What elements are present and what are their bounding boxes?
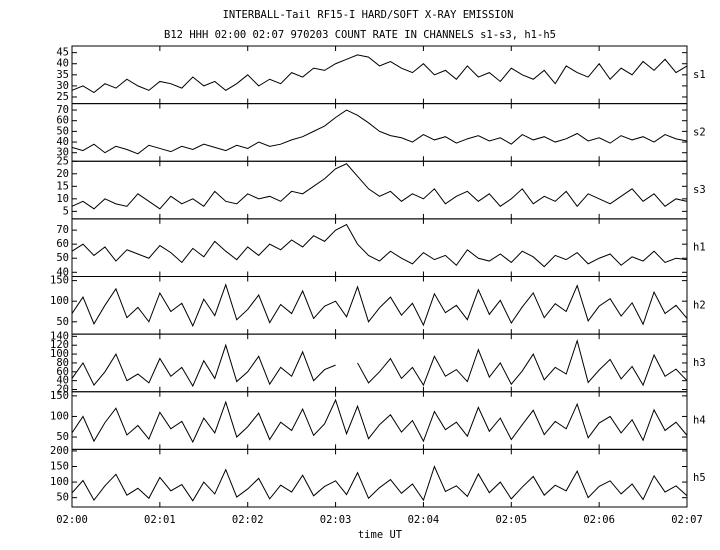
y-tick-label: 35 — [56, 69, 69, 81]
y-tick-label: 50 — [56, 431, 69, 443]
y-tick-label: 15 — [56, 180, 69, 192]
y-tick-label: 150 — [50, 390, 69, 402]
series-label: h1 — [693, 242, 706, 254]
y-tick-label: 150 — [50, 461, 69, 473]
y-tick-label: 70 — [56, 224, 69, 236]
y-tick-label: 10 — [56, 193, 69, 205]
y-tick-label: 20 — [56, 168, 69, 180]
y-tick-label: 40 — [56, 58, 69, 70]
y-tick-label: 150 — [50, 275, 69, 287]
series-line — [71, 465, 688, 502]
series-line — [71, 163, 688, 210]
series-label: s2 — [693, 126, 706, 138]
y-tick-label: 40 — [56, 375, 69, 387]
x-tick-label: 02:04 — [408, 514, 440, 526]
y-tick-label: 25 — [56, 155, 69, 167]
y-tick-label: 20 — [56, 384, 69, 396]
y-tick-label: 120 — [50, 339, 69, 351]
series-line — [71, 339, 688, 388]
x-tick-label: 02:00 — [56, 514, 88, 526]
x-tick-label: 02:01 — [144, 514, 176, 526]
y-tick-label: 50 — [56, 492, 69, 504]
series-line — [71, 283, 688, 328]
x-tick-label: 02:02 — [232, 514, 264, 526]
y-tick-label: 100 — [50, 410, 69, 422]
series-label: h2 — [693, 299, 706, 311]
x-tick-label: 02:05 — [495, 514, 527, 526]
y-tick-label: 80 — [56, 357, 69, 369]
y-tick-label: 100 — [50, 476, 69, 488]
y-tick-label: 45 — [56, 47, 69, 59]
series-line — [71, 54, 688, 94]
y-tick-label: 50 — [56, 316, 69, 328]
x-tick-label: 02:07 — [671, 514, 703, 526]
chart-title: INTERBALL-Tail RF15-I HARD/SOFT X-RAY EM… — [223, 9, 514, 21]
series-line — [71, 223, 688, 268]
y-tick-label: 5 — [63, 205, 69, 217]
y-tick-label: 200 — [50, 445, 69, 457]
y-tick-label: 30 — [56, 80, 69, 92]
panel-frame — [71, 448, 688, 508]
x-tick-label: 02:06 — [583, 514, 615, 526]
y-tick-label: 40 — [56, 136, 69, 148]
x-tick-label: 02:03 — [320, 514, 352, 526]
y-tick-label: 60 — [56, 366, 69, 378]
x-axis-label: time UT — [358, 529, 403, 541]
y-tick-label: 30 — [56, 147, 69, 159]
series-label: h5 — [693, 472, 706, 484]
series-label: s1 — [693, 69, 706, 81]
y-tick-label: 25 — [56, 91, 69, 103]
chart-subtitle: B12 HHH 02:00 02:07 970203 COUNT RATE IN… — [164, 29, 556, 41]
y-tick-label: 40 — [56, 266, 69, 278]
y-tick-label: 140 — [50, 330, 69, 342]
y-tick-label: 50 — [56, 125, 69, 137]
series-label: s3 — [693, 184, 706, 196]
series-line — [71, 109, 688, 155]
y-tick-label: 100 — [50, 295, 69, 307]
series-line — [71, 398, 688, 444]
y-tick-label: 60 — [56, 238, 69, 250]
y-tick-label: 70 — [56, 104, 69, 116]
y-tick-label: 100 — [50, 348, 69, 360]
series-label: h3 — [693, 357, 706, 369]
y-tick-label: 60 — [56, 115, 69, 127]
y-tick-label: 50 — [56, 252, 69, 264]
series-label: h4 — [693, 415, 706, 427]
